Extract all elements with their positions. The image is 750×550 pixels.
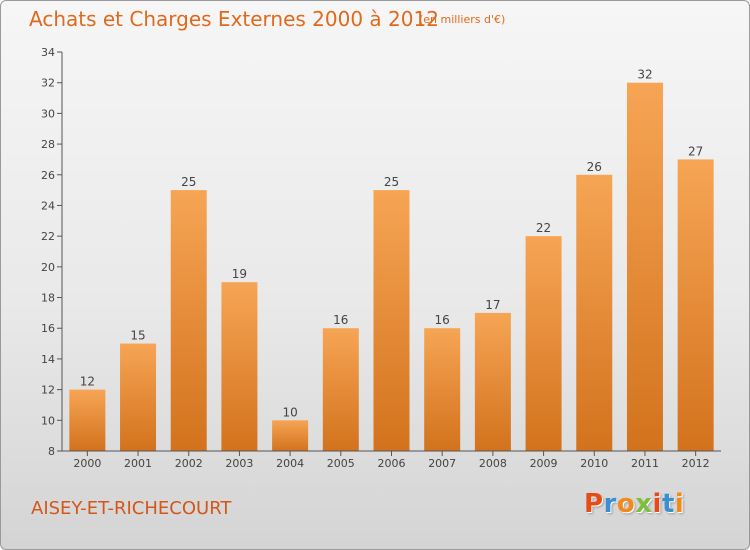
bar-2005 (322, 328, 359, 451)
y-tick-label: 20 (41, 261, 55, 274)
x-tick-label-2011: 2011 (631, 457, 659, 470)
y-tick-label: 24 (41, 199, 55, 212)
logo-letter: r (603, 489, 617, 519)
y-tick-label: 22 (41, 230, 55, 243)
y-tick-label: 14 (41, 353, 55, 366)
y-tick-label: 30 (41, 107, 55, 120)
data-label-2003: 19 (232, 267, 247, 281)
x-axis: 2000 2001 2002 2003 2004 2005 2006 2007 2008 2009… (62, 450, 721, 470)
data-label-2001: 15 (130, 329, 145, 343)
bar-2011 (626, 82, 663, 451)
bar-2007 (424, 328, 461, 451)
bar-2006 (373, 190, 410, 451)
bar-chart: 8 10 12 14 16 18 20 22 24 26 28 30 32 34 12 15 25 19 10 16… (41, 46, 721, 470)
y-tick-label: 18 (41, 292, 55, 305)
chart-title: Achats et Charges Externes 2000 à 2012 (29, 7, 439, 31)
data-label-2000: 12 (80, 375, 95, 389)
y-tick-label: 34 (41, 46, 55, 59)
x-tick-label-2002: 2002 (175, 457, 203, 470)
bar-2001 (120, 343, 157, 451)
x-tick-label-2004: 2004 (276, 457, 304, 470)
logo-letter: i (674, 489, 685, 519)
x-tick-label-2010: 2010 (580, 457, 608, 470)
data-label-2004: 10 (282, 405, 297, 419)
logo-letter: x (635, 489, 653, 519)
x-tick-label-2003: 2003 (225, 457, 253, 470)
y-tick-label: 28 (41, 138, 55, 151)
y-tick-label: 8 (48, 445, 55, 458)
data-label-2008: 17 (485, 298, 500, 312)
y-tick-label: 10 (41, 414, 55, 427)
x-tick-label-2005: 2005 (327, 457, 355, 470)
bar-2010 (576, 174, 613, 451)
data-label-2010: 26 (587, 160, 602, 174)
x-tick-label-2008: 2008 (479, 457, 507, 470)
y-tick-label: 16 (41, 322, 55, 335)
logo-letter: i (652, 489, 662, 519)
y-tick-label: 26 (41, 169, 55, 182)
data-label-2002: 25 (181, 175, 196, 189)
bar-2003 (221, 282, 258, 451)
bar-2012 (677, 159, 714, 451)
x-tick-label-2006: 2006 (378, 457, 406, 470)
data-label-2005: 16 (333, 313, 348, 327)
logo-letter: P (584, 489, 604, 519)
x-tick-label-2001: 2001 (124, 457, 152, 470)
bar-2008 (474, 312, 511, 451)
bar-2004 (272, 420, 309, 451)
y-axis: 8 10 12 14 16 18 20 22 24 26 28 30 32 34 (41, 46, 63, 458)
logo-letter: o (616, 489, 636, 519)
y-tick-label: 12 (41, 384, 55, 397)
bar-2002 (170, 190, 207, 451)
x-tick-label-2009: 2009 (530, 457, 558, 470)
bars: 12 15 25 19 10 16 25 16 17 22 26 32 27 (69, 68, 714, 451)
proxiti-logo: Proxiti (584, 489, 684, 519)
data-label-2006: 25 (384, 175, 399, 189)
x-tick-label-2007: 2007 (428, 457, 456, 470)
bar-2009 (525, 236, 562, 451)
unit-note: (en milliers d'€) (419, 13, 506, 26)
logo-letter: t (661, 489, 675, 519)
data-label-2011: 32 (637, 68, 652, 82)
x-tick-label-2012: 2012 (682, 457, 710, 470)
data-label-2012: 27 (688, 144, 703, 158)
x-tick-label-2000: 2000 (73, 457, 101, 470)
data-label-2007: 16 (435, 313, 450, 327)
data-label-2009: 22 (536, 221, 551, 235)
y-tick-label: 32 (41, 77, 55, 90)
commune-name: AISEY-ET-RICHECOURT (31, 498, 232, 519)
bar-2000 (69, 389, 106, 451)
